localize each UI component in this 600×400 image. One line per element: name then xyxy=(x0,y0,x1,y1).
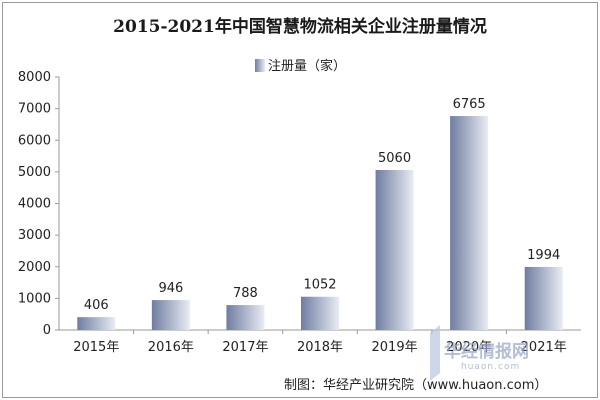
y-tick-label: 8000 xyxy=(18,70,51,85)
x-tick-label: 2018年 xyxy=(297,340,343,355)
watermark-logo-icon xyxy=(430,325,440,381)
x-tick-label: 2021年 xyxy=(521,340,567,355)
data-label: 946 xyxy=(158,281,183,296)
legend: 注册量（家） xyxy=(255,58,346,74)
x-tick-label: 2016年 xyxy=(148,340,194,355)
y-axis: 0 1000 2000 3000 4000 5000 6000 7000 8000 xyxy=(18,70,60,338)
watermark: 华经情报网 huaon.com xyxy=(430,325,529,381)
y-tick-label: 1000 xyxy=(18,291,51,306)
y-tick-label: 5000 xyxy=(18,165,51,180)
bar xyxy=(524,266,563,330)
data-label: 788 xyxy=(233,286,258,301)
legend-label: 注册量（家） xyxy=(268,58,346,74)
bar xyxy=(77,317,116,330)
data-label: 1994 xyxy=(527,248,560,263)
y-tick-label: 0 xyxy=(43,323,51,338)
bar-chart: 2015-2021年中国智慧物流相关企业注册量情况 注册量（家） 0 1000 20… xyxy=(18,16,581,393)
bar xyxy=(375,169,414,330)
bar xyxy=(151,300,190,330)
source-note: 制图：华经产业研究院（www.huaon.com） xyxy=(284,378,547,393)
x-tick-label: 2020年 xyxy=(446,340,492,355)
x-tick-label: 2017年 xyxy=(222,340,268,355)
bar xyxy=(226,305,265,330)
watermark-brand: 华经情报网 xyxy=(444,341,529,362)
x-tick-label: 2019年 xyxy=(372,340,418,355)
data-label: 1052 xyxy=(303,278,336,293)
chart-title: 2015-2021年中国智慧物流相关企业注册量情况 xyxy=(113,16,487,37)
legend-swatch xyxy=(255,59,265,72)
y-tick-label: 7000 xyxy=(18,102,51,117)
y-tick-label: 3000 xyxy=(18,228,51,243)
bars: 406 946 788 1052 5060 6765 1994 xyxy=(77,97,563,330)
bar xyxy=(450,116,489,330)
y-tick-label: 6000 xyxy=(18,133,51,148)
y-tick-label: 2000 xyxy=(18,260,51,275)
data-label: 5060 xyxy=(378,151,411,166)
watermark-url: huaon.com xyxy=(461,362,520,372)
x-tick-label: 2015年 xyxy=(73,340,119,355)
data-label: 6765 xyxy=(453,97,486,112)
bar xyxy=(301,296,339,330)
y-tick-label: 4000 xyxy=(18,197,51,212)
data-label: 406 xyxy=(84,298,109,313)
x-axis: 2015年 2016年 2017年 2018年 2019年 2020年 2021年 xyxy=(59,329,581,355)
